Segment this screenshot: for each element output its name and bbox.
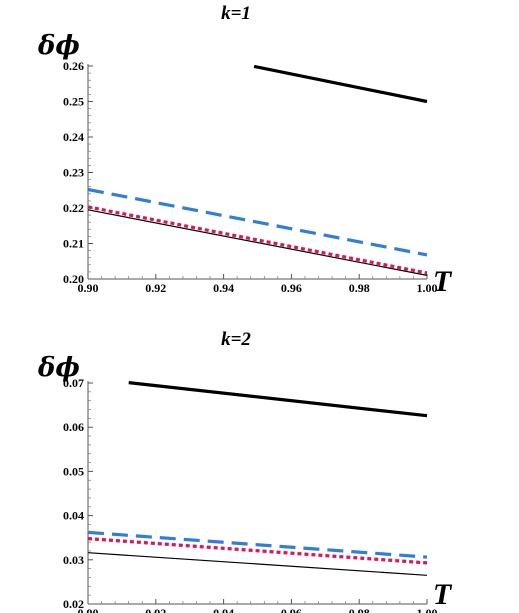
x-tick-label: 0.96 [281,281,302,295]
x-tick-label: 1.00 [417,606,438,613]
series-line-dashed-long [87,530,428,559]
x-tick-label: 0.92 [145,606,166,613]
y-tick-label: 0.07 [63,376,84,390]
y-axis-label: δϕ [37,353,80,383]
chart-title: k=1 [221,3,251,24]
chart-title: k=2 [221,329,251,350]
x-tick-label: 1.00 [417,281,438,295]
y-tick-label: 0.25 [63,95,84,109]
series-line-solid-thick [128,381,428,418]
y-tick-label: 0.20 [63,272,84,286]
y-tick-label: 0.06 [63,420,84,434]
x-axis-label: T [433,578,453,611]
x-tick-label: 0.92 [145,281,166,295]
chart-panel-k1: 0.20 0.21 0.22 0.23 0.24 0.25 0.26 0.90 0.92 0.94… [37,3,453,298]
x-tick-label: 0.98 [349,281,370,295]
x-tick-label: 0.96 [281,606,302,613]
series-line-solid-thin [87,552,428,576]
x-tick-label: 0.90 [78,606,99,613]
y-tick-label: 0.22 [63,201,84,215]
series-line-dotted [87,205,428,275]
y-axis-label: δϕ [37,31,80,61]
y-tick-label: 0.21 [63,237,84,251]
series-line-solid-thin [87,209,428,276]
x-tick-label: 0.94 [213,606,234,613]
y-tick-label: 0.03 [63,553,84,567]
y-tick-label: 0.04 [63,509,84,523]
series-line-dotted [87,537,428,565]
series-line-solid-thick [253,64,428,104]
y-tick-label: 0.05 [63,464,84,478]
y-tick-label: 0.24 [63,130,84,144]
x-tick-label: 0.94 [213,281,234,295]
y-tick-label: 0.23 [63,166,84,180]
x-tick-label: 0.98 [349,606,370,613]
x-axis-label: T [433,265,453,298]
series-line-dashed-long [87,187,428,257]
x-tick-label: 0.90 [78,281,99,295]
y-tick-label: 0.26 [63,59,84,73]
y-tick-label: 0.02 [63,597,84,611]
chart-panel-k2: 0.02 0.03 0.04 0.05 0.06 0.07 0.90 0.92 0.94 0.96… [37,329,453,613]
